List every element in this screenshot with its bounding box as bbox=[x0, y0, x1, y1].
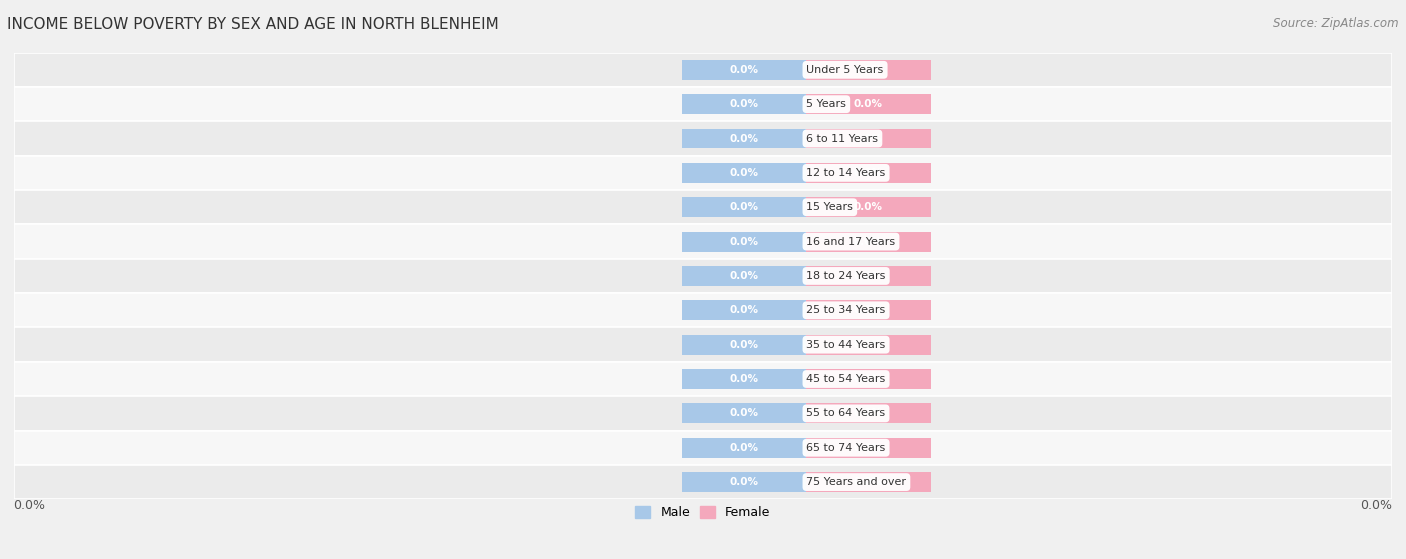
Bar bbox=[807, 404, 931, 423]
Text: 0.0%: 0.0% bbox=[853, 271, 883, 281]
Bar bbox=[14, 190, 1392, 224]
Text: 0.0%: 0.0% bbox=[730, 99, 759, 109]
Bar bbox=[807, 60, 931, 80]
Bar bbox=[807, 438, 931, 458]
Bar bbox=[14, 53, 1392, 87]
Text: 0.0%: 0.0% bbox=[730, 271, 759, 281]
Bar bbox=[682, 266, 807, 286]
Text: 0.0%: 0.0% bbox=[730, 65, 759, 75]
Text: 0.0%: 0.0% bbox=[14, 499, 45, 512]
Text: 6 to 11 Years: 6 to 11 Years bbox=[807, 134, 879, 144]
Bar bbox=[14, 121, 1392, 156]
Text: 0.0%: 0.0% bbox=[853, 134, 883, 144]
Bar bbox=[682, 472, 807, 492]
Text: 5 Years: 5 Years bbox=[807, 99, 846, 109]
Bar bbox=[807, 335, 931, 354]
Bar bbox=[807, 300, 931, 320]
Bar bbox=[807, 472, 931, 492]
Text: Source: ZipAtlas.com: Source: ZipAtlas.com bbox=[1274, 17, 1399, 30]
Bar bbox=[807, 231, 931, 252]
Text: 0.0%: 0.0% bbox=[730, 443, 759, 453]
Text: 0.0%: 0.0% bbox=[730, 477, 759, 487]
Bar bbox=[682, 60, 807, 80]
Text: 45 to 54 Years: 45 to 54 Years bbox=[807, 374, 886, 384]
Bar bbox=[14, 362, 1392, 396]
Text: 0.0%: 0.0% bbox=[730, 305, 759, 315]
Text: 0.0%: 0.0% bbox=[853, 374, 883, 384]
Bar bbox=[14, 465, 1392, 499]
Text: 0.0%: 0.0% bbox=[730, 168, 759, 178]
Bar bbox=[807, 197, 931, 217]
Text: 25 to 34 Years: 25 to 34 Years bbox=[807, 305, 886, 315]
Text: 0.0%: 0.0% bbox=[730, 134, 759, 144]
Text: 55 to 64 Years: 55 to 64 Years bbox=[807, 409, 886, 418]
Text: 16 and 17 Years: 16 and 17 Years bbox=[807, 236, 896, 247]
Text: 0.0%: 0.0% bbox=[853, 305, 883, 315]
Text: 0.0%: 0.0% bbox=[853, 443, 883, 453]
Legend: Male, Female: Male, Female bbox=[630, 501, 776, 524]
Bar bbox=[682, 197, 807, 217]
Bar bbox=[682, 300, 807, 320]
Bar bbox=[682, 94, 807, 114]
Text: 15 Years: 15 Years bbox=[807, 202, 853, 212]
Text: Under 5 Years: Under 5 Years bbox=[807, 65, 884, 75]
Text: 0.0%: 0.0% bbox=[853, 168, 883, 178]
Text: 35 to 44 Years: 35 to 44 Years bbox=[807, 340, 886, 350]
Bar bbox=[682, 335, 807, 354]
Bar bbox=[14, 293, 1392, 328]
Bar bbox=[807, 163, 931, 183]
Bar bbox=[14, 396, 1392, 430]
Text: 65 to 74 Years: 65 to 74 Years bbox=[807, 443, 886, 453]
Bar bbox=[14, 224, 1392, 259]
Text: 0.0%: 0.0% bbox=[730, 374, 759, 384]
Bar bbox=[14, 328, 1392, 362]
Bar bbox=[807, 129, 931, 149]
Text: 0.0%: 0.0% bbox=[730, 236, 759, 247]
Text: 0.0%: 0.0% bbox=[730, 409, 759, 418]
Bar bbox=[14, 87, 1392, 121]
Bar bbox=[14, 430, 1392, 465]
Text: 0.0%: 0.0% bbox=[730, 202, 759, 212]
Text: 0.0%: 0.0% bbox=[1361, 499, 1392, 512]
Text: 0.0%: 0.0% bbox=[730, 340, 759, 350]
Text: 18 to 24 Years: 18 to 24 Years bbox=[807, 271, 886, 281]
Text: 0.0%: 0.0% bbox=[853, 409, 883, 418]
Bar bbox=[14, 156, 1392, 190]
Text: 0.0%: 0.0% bbox=[853, 65, 883, 75]
Bar bbox=[682, 369, 807, 389]
Text: 0.0%: 0.0% bbox=[853, 99, 883, 109]
Bar bbox=[682, 129, 807, 149]
Text: 12 to 14 Years: 12 to 14 Years bbox=[807, 168, 886, 178]
Text: 0.0%: 0.0% bbox=[853, 202, 883, 212]
Bar bbox=[807, 266, 931, 286]
Bar bbox=[682, 404, 807, 423]
Bar bbox=[682, 231, 807, 252]
Text: INCOME BELOW POVERTY BY SEX AND AGE IN NORTH BLENHEIM: INCOME BELOW POVERTY BY SEX AND AGE IN N… bbox=[7, 17, 499, 32]
Text: 75 Years and over: 75 Years and over bbox=[807, 477, 907, 487]
Bar bbox=[807, 369, 931, 389]
Text: 0.0%: 0.0% bbox=[853, 236, 883, 247]
Bar bbox=[682, 438, 807, 458]
Bar bbox=[14, 259, 1392, 293]
Bar bbox=[682, 163, 807, 183]
Text: 0.0%: 0.0% bbox=[853, 340, 883, 350]
Bar bbox=[807, 94, 931, 114]
Text: 0.0%: 0.0% bbox=[853, 477, 883, 487]
